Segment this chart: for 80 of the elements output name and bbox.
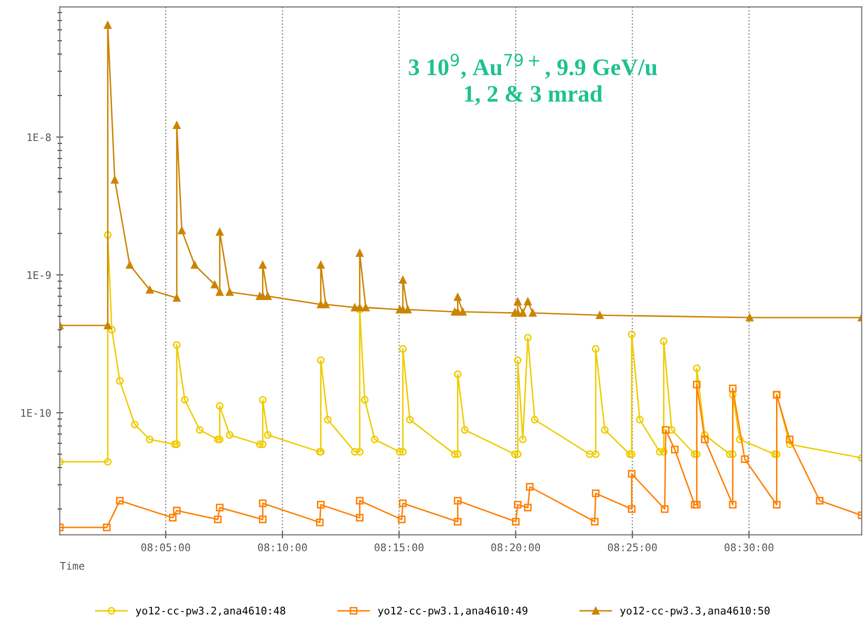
point — [104, 322, 112, 330]
x-tick-label: 08:15:00 — [374, 543, 424, 552]
point — [816, 496, 824, 504]
point — [398, 516, 406, 524]
point — [104, 21, 112, 29]
x-tick-label: 08:25:00 — [608, 543, 657, 552]
point — [226, 288, 234, 296]
point — [399, 500, 407, 508]
point — [786, 436, 794, 444]
point — [660, 505, 669, 513]
point — [110, 176, 119, 184]
annotation: 3 10$^{9}$, Au$^{79+}$, 9.9 GeV/u 1, 2 & 3 mrad — [408, 54, 658, 106]
legend-label: yo12-cc-pw3.2,ana4610:48 — [136, 606, 286, 617]
point — [526, 482, 534, 491]
point — [322, 300, 330, 308]
point — [399, 276, 407, 284]
y-tick-label: 1E-10 — [21, 408, 51, 417]
point — [512, 518, 520, 526]
point — [146, 286, 154, 294]
point — [404, 306, 412, 314]
point — [316, 261, 325, 269]
point — [524, 298, 532, 306]
point — [700, 436, 709, 444]
y-tick-label: 1E-9 — [28, 271, 51, 280]
point — [692, 380, 701, 388]
x-tick-label: 08:30:00 — [724, 543, 774, 552]
point — [172, 506, 181, 514]
point — [454, 518, 462, 526]
point — [692, 500, 701, 509]
point — [690, 500, 698, 509]
point — [258, 500, 267, 508]
point — [362, 304, 370, 312]
point — [258, 516, 267, 524]
point — [172, 121, 181, 129]
point — [728, 384, 737, 392]
point — [210, 280, 219, 288]
x-tick-label: 08:10:00 — [258, 543, 307, 552]
point — [216, 504, 224, 512]
point — [190, 261, 199, 269]
point — [356, 249, 364, 257]
x-tick-label: 08:20:00 — [491, 543, 540, 552]
point — [316, 500, 325, 509]
point — [592, 490, 600, 498]
point — [216, 228, 224, 236]
point — [356, 514, 364, 522]
point — [528, 309, 537, 317]
point — [728, 500, 737, 509]
point — [454, 293, 462, 301]
legend-label: yo12-cc-pw3.1,ana4610:49 — [378, 606, 528, 617]
point — [514, 309, 522, 317]
point — [596, 311, 604, 320]
point — [458, 308, 467, 316]
point — [168, 514, 177, 522]
point — [258, 261, 267, 269]
point — [772, 500, 781, 509]
point — [662, 426, 670, 434]
point — [116, 496, 124, 504]
point — [746, 314, 754, 322]
point — [628, 470, 636, 478]
point — [172, 294, 181, 302]
point — [102, 524, 111, 532]
point — [214, 516, 222, 524]
y-tick-label: 1E-8 — [28, 133, 51, 142]
point — [356, 496, 364, 504]
point — [740, 455, 749, 464]
point — [126, 261, 134, 269]
x-tick-label: 08:05:00 — [141, 543, 190, 552]
point — [590, 518, 599, 526]
point — [216, 288, 224, 296]
point — [524, 504, 532, 512]
point — [454, 496, 462, 504]
point — [518, 309, 527, 317]
x-axis-title: Time — [60, 562, 84, 570]
point — [514, 500, 522, 509]
point — [178, 226, 186, 234]
point — [316, 518, 324, 526]
point — [514, 298, 522, 306]
point — [628, 505, 636, 513]
legend-label: yo12-cc-pw3.3,ana4610:50 — [620, 606, 770, 617]
point — [670, 446, 679, 454]
